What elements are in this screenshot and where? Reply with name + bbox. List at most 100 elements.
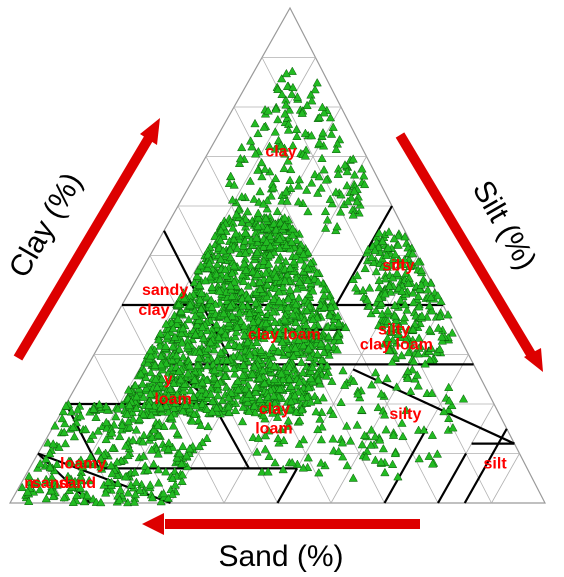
data-point: [107, 428, 117, 437]
data-point: [352, 420, 362, 429]
data-point: [130, 380, 141, 390]
data-point: [223, 392, 234, 402]
data-point: [131, 391, 142, 401]
data-point: [386, 287, 396, 296]
data-point: [198, 333, 209, 343]
data-point: [123, 385, 134, 394]
data-point: [210, 231, 220, 240]
data-point: [359, 430, 370, 440]
data-point: [262, 279, 272, 289]
data-point: [312, 268, 322, 277]
data-point: [427, 306, 437, 315]
data-point: [173, 314, 183, 323]
data-point: [316, 458, 326, 467]
data-point: [229, 261, 239, 270]
data-point: [145, 345, 156, 355]
data-point: [319, 302, 330, 311]
data-point: [279, 324, 290, 333]
data-point: [437, 336, 447, 345]
data-point: [108, 443, 118, 452]
data-point: [396, 350, 407, 360]
data-point: [303, 247, 313, 257]
data-point: [220, 264, 230, 274]
data-point: [230, 331, 240, 341]
data-point: [263, 106, 273, 115]
data-point: [260, 330, 270, 339]
data-point: [318, 393, 328, 402]
data-point: [255, 394, 265, 403]
grid-line: [277, 255, 418, 504]
class-boundary: [463, 428, 508, 504]
data-point: [262, 223, 273, 233]
data-point: [435, 311, 445, 320]
data-point: [101, 417, 111, 427]
data-point: [405, 386, 416, 395]
data-point: [374, 228, 384, 237]
data-point: [237, 217, 247, 226]
data-point: [177, 337, 187, 347]
data-point: [96, 497, 106, 507]
data-point: [402, 305, 412, 314]
data-point: [112, 457, 122, 466]
data-point: [129, 497, 140, 506]
data-point: [209, 365, 220, 375]
data-point: [146, 367, 156, 377]
data-point: [214, 243, 224, 252]
data-point: [231, 327, 242, 336]
data-point: [288, 309, 298, 319]
data-point: [212, 259, 222, 269]
data-point: [202, 360, 212, 370]
data-point: [269, 361, 280, 370]
data-point: [404, 261, 415, 271]
data-point: [376, 298, 386, 308]
data-point: [293, 181, 304, 190]
data-point: [239, 330, 250, 339]
data-point: [370, 431, 380, 441]
data-point: [348, 210, 358, 219]
data-point: [245, 176, 255, 185]
data-point: [271, 224, 281, 234]
data-point: [213, 390, 223, 400]
data-point: [390, 448, 401, 458]
data-point: [176, 328, 187, 338]
texture-class-label: sandy: [142, 282, 188, 299]
data-point: [252, 337, 262, 346]
data-point: [263, 302, 273, 311]
data-point: [168, 421, 179, 430]
data-point: [229, 277, 239, 286]
data-point: [215, 274, 225, 284]
data-point: [253, 221, 263, 230]
data-point: [319, 290, 329, 300]
data-point: [161, 319, 171, 328]
data-point: [288, 223, 298, 233]
data-point: [177, 470, 188, 479]
data-point: [263, 425, 274, 435]
data-point: [326, 129, 337, 138]
data-point: [253, 328, 264, 337]
data-point: [238, 360, 249, 369]
data-point: [413, 381, 423, 390]
data-point: [155, 328, 165, 338]
data-point: [159, 421, 169, 430]
data-point: [76, 472, 86, 481]
data-point: [251, 233, 262, 242]
data-point: [336, 397, 346, 406]
texture-class-label: clay: [138, 302, 169, 319]
data-point: [397, 418, 407, 427]
data-point: [420, 359, 430, 368]
data-point: [286, 183, 296, 192]
data-point: [225, 281, 236, 290]
data-point: [337, 437, 348, 447]
data-point: [313, 277, 323, 286]
data-point: [343, 196, 353, 206]
data-point: [439, 406, 449, 416]
data-point: [400, 299, 410, 309]
data-point: [227, 311, 237, 320]
data-point: [172, 319, 182, 328]
data-point: [408, 248, 418, 258]
data-point: [391, 315, 401, 324]
data-point: [386, 322, 396, 332]
data-point: [156, 402, 166, 412]
data-point: [447, 328, 457, 337]
